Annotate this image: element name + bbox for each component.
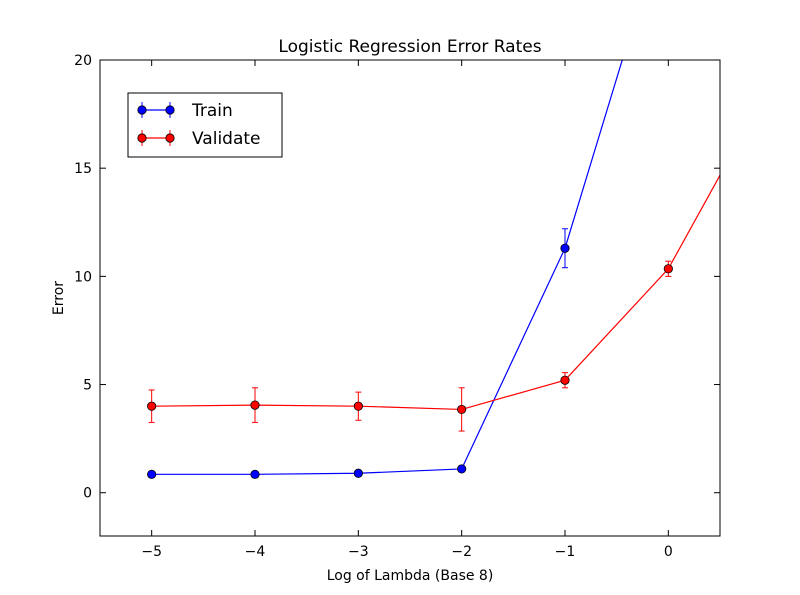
legend: Train Validate <box>127 92 283 158</box>
x-tick-label: 0 <box>664 544 673 560</box>
data-point-train <box>147 469 157 479</box>
y-tick-label: 15 <box>74 161 92 177</box>
y-tick-label: 10 <box>74 269 92 285</box>
x-tick-label: −2 <box>451 544 472 560</box>
y-tick-label: 20 <box>74 53 92 69</box>
data-point-validate <box>767 77 775 85</box>
data-point-train <box>457 464 467 474</box>
data-point-validate <box>560 375 570 385</box>
x-tick-label: −1 <box>555 544 576 560</box>
data-point-validate <box>250 400 260 410</box>
x-tick-label: −5 <box>141 544 162 560</box>
data-point-validate <box>457 404 467 415</box>
data-point-train <box>353 468 363 478</box>
y-tick-label: 0 <box>83 486 92 502</box>
y-tick-label: 5 <box>83 378 92 394</box>
series-line-train <box>151 60 623 475</box>
plot-frame <box>99 59 721 537</box>
data-point-train <box>250 469 260 479</box>
series-train <box>147 60 623 479</box>
legend-box <box>127 92 283 158</box>
x-tick-label: −3 <box>348 544 369 560</box>
series-validate <box>147 77 775 432</box>
x-tick-label: −4 <box>245 544 266 560</box>
legend-label-validate: Validate <box>192 129 261 149</box>
data-point-validate <box>147 401 157 411</box>
legend-label-train: Train <box>191 101 233 121</box>
data-point-validate <box>663 264 673 274</box>
legend-marker-validate <box>137 133 147 143</box>
data-point-validate <box>353 401 363 411</box>
data-point-train <box>560 243 570 253</box>
legend-marker-validate <box>165 133 175 143</box>
y-axis-label: Error <box>51 281 67 315</box>
legend-marker-train <box>165 105 175 115</box>
chart-title: Logistic Regression Error Rates <box>278 37 541 57</box>
legend-marker-train <box>137 105 147 115</box>
legend-entry-validate: Validate <box>137 129 261 149</box>
x-axis-label: Log of Lambda (Base 8) <box>327 568 494 584</box>
legend-entry-train: Train <box>137 101 233 121</box>
